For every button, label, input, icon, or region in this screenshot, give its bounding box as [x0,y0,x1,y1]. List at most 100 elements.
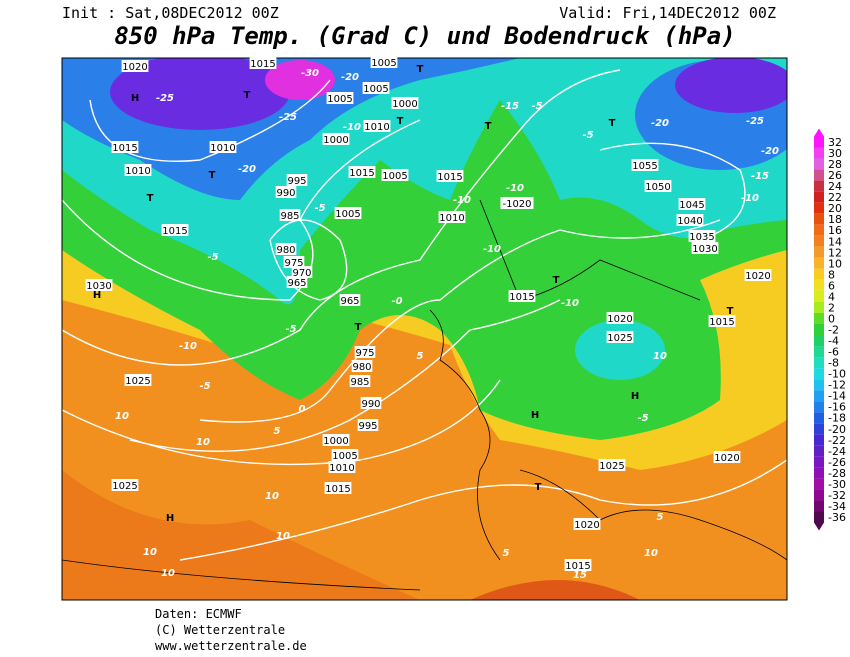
isobar-label-box [286,174,308,186]
valid-time: Valid: Fri,14DEC2012 00Z [559,4,776,22]
pressure-center: H [131,93,139,104]
isotherm-label: -20 [651,118,669,129]
pressure-center: H [93,290,101,301]
pressure-center: T [209,170,216,181]
isotherm-label: -10 [506,183,524,194]
isotherm-label: -5 [582,130,593,141]
colorbar-label: -30 [828,478,846,491]
pressure-center: T [609,118,616,129]
isobar-label: 1020 [122,62,147,73]
isobar-label: 990 [361,399,380,410]
isobar-label-box [275,243,297,255]
isobar-label: 1015 [112,143,137,154]
isobar-label-box [644,180,672,192]
isobar-label: 1015 [709,317,734,328]
colorbar-segment [814,180,824,192]
isotherm-label: -25 [156,93,174,104]
isobar-label-box [324,482,352,494]
isobar-label-box [351,360,373,372]
isobar-label-box [391,97,419,109]
colorbar-segment [814,357,824,369]
colorbar-label: 22 [828,191,842,204]
pressure-center: T [397,116,404,127]
isotherm-label: 10 [276,531,290,542]
isotherm-label: -30 [301,68,319,79]
isobar-label-box [121,60,149,72]
isotherm-label: 10 [115,411,129,422]
isotherm-label: -10 [561,298,579,309]
colorbar-label: 6 [828,279,835,292]
isotherm-label: 5 [657,512,664,523]
isobar-label: 1030 [86,281,111,292]
colorbar-label: -10 [828,368,846,381]
colorbar-label: 0 [828,312,835,325]
colorbar-segment [814,279,824,291]
map-frame [61,57,788,601]
isobar-label: 995 [358,421,377,432]
isobar-label: 1025 [112,481,137,492]
isobar-label: 1010 [364,122,389,133]
isotherm-label: -20 [238,164,256,175]
isobar-label-box [328,461,356,473]
colorbar-segment [814,301,824,313]
isotherm-label: -10 [343,122,361,133]
warm-area [62,470,420,600]
isobar-label: 1005 [327,94,352,105]
colorbar-segment [814,434,824,446]
isobar-label: 1010 [329,463,354,474]
isotherm-label: -5 [207,252,218,263]
colorbar-segment [814,379,824,391]
arctic-area [675,58,787,113]
isobar-label: 1000 [392,99,417,110]
colorbar-label: -16 [828,401,846,414]
isobar-label-box [363,120,391,132]
isobar-label-box [111,141,139,153]
colorbar-segment [814,257,824,269]
isobar-label-box [500,197,534,209]
colorbar-segment [814,401,824,413]
isobar-label: 1055 [632,161,657,172]
isobar-label-box [349,375,371,387]
isobar-label-box [598,459,626,471]
colorbar-segment [814,368,824,380]
pressure-center: T [553,275,560,286]
isotherm-label: 10 [143,547,157,558]
colorbar-segment [814,445,824,457]
isobar-label: 1015 [250,59,275,70]
colorbar-label: -36 [828,511,846,524]
title: 850 hPa Temp. (Grad C) und Bodendruck (h… [114,22,735,50]
isobar-label: -1020 [502,199,531,210]
colorbar-segment [814,346,824,358]
isobar-label: 1010 [439,213,464,224]
isotherm-label: 5 [274,426,281,437]
isobar-label-box [209,141,237,153]
colorbar-label: -6 [828,346,839,359]
isobar-label-box [286,276,308,288]
colorbar-cap [814,522,824,531]
isobar-label-box [322,434,350,446]
isobar-label-box [85,279,113,291]
isotherm-label: -0 [391,296,402,307]
colorbar-segment [814,147,824,159]
pressure-center: H [631,391,639,402]
isotherm-label: 15 [573,570,587,581]
colorbar-label: -2 [828,324,839,337]
isobar-label-box [688,230,716,242]
colorbar-label: -34 [828,500,846,513]
colorbar-label: 16 [828,224,842,237]
colorbar-segment [814,158,824,170]
colorbar-label: 4 [828,290,835,303]
isotherm-label: 5 [503,548,510,559]
isobar-label-box [678,198,706,210]
isobar-label-box [348,166,376,178]
isobar-label-box [508,290,536,302]
isotherm-label: -20 [341,72,359,83]
colorbar-segment [814,136,824,148]
isobar-label: 1020 [607,314,632,325]
pressure-center: H [531,410,539,421]
isotherm-label: -5 [199,381,210,392]
colorbar-label: -32 [828,489,846,502]
colorbar-segment [814,235,824,247]
isotherm-label: -5 [637,413,648,424]
